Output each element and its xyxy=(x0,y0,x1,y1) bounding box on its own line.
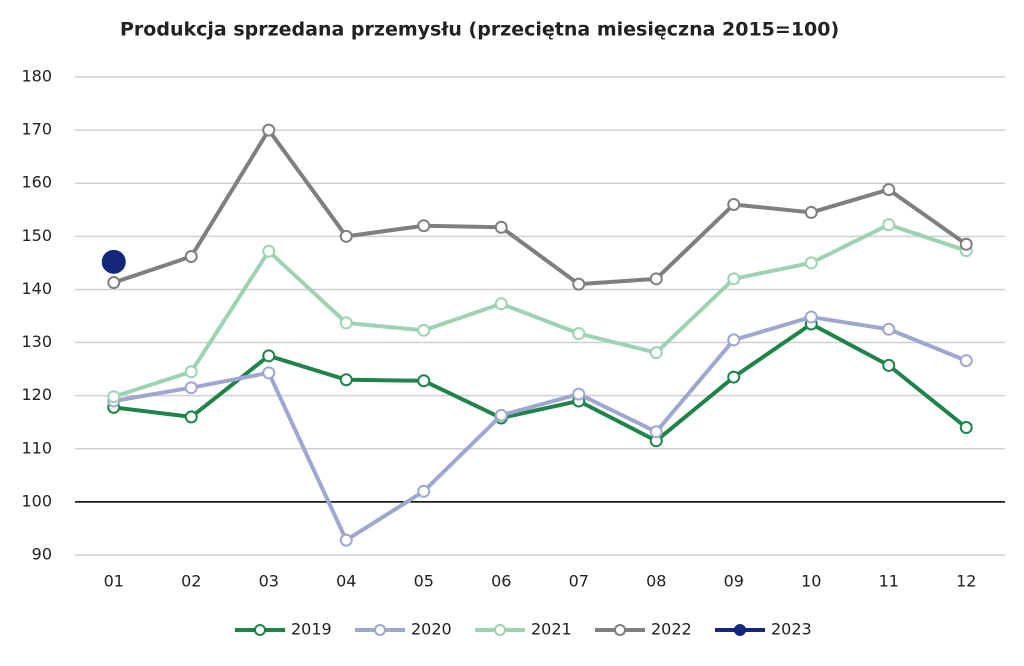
x-tick-label: 08 xyxy=(646,572,666,591)
legend-marker xyxy=(254,624,266,636)
legend-label: 2023 xyxy=(771,620,812,639)
point-marker xyxy=(107,276,121,290)
point-marker xyxy=(804,205,818,219)
y-tick-label: 160 xyxy=(21,173,52,192)
x-tick-label: 10 xyxy=(801,572,821,591)
legend-label: 2022 xyxy=(651,620,692,639)
point-marker xyxy=(339,316,353,330)
point-marker xyxy=(494,408,508,422)
point-marker xyxy=(339,533,353,547)
point-marker xyxy=(107,390,121,404)
x-tick-label: 12 xyxy=(956,572,976,591)
x-tick-label: 01 xyxy=(104,572,124,591)
series-line xyxy=(113,315,967,543)
point-marker xyxy=(417,323,431,337)
series-line xyxy=(113,222,967,399)
point-marker xyxy=(339,229,353,243)
y-tick-label: 150 xyxy=(21,226,52,245)
x-tick-label: 09 xyxy=(724,572,744,591)
point-marker xyxy=(727,333,741,347)
point-marker xyxy=(494,220,508,234)
point-marker xyxy=(727,272,741,286)
point-marker xyxy=(882,183,896,197)
x-tick-label: 06 xyxy=(491,572,511,591)
y-tick-label: 90 xyxy=(32,545,52,564)
point-marker xyxy=(572,277,586,291)
chart-title: Produkcja sprzedana przemysłu (przeciętn… xyxy=(120,19,839,41)
legend-marker xyxy=(374,624,386,636)
point-marker xyxy=(262,244,276,258)
point-marker xyxy=(959,354,973,368)
point-marker xyxy=(804,310,818,324)
point-marker xyxy=(959,237,973,251)
legend-marker xyxy=(614,624,626,636)
point-marker xyxy=(417,219,431,233)
point-marker xyxy=(649,272,663,286)
point-marker xyxy=(649,346,663,360)
point-marker xyxy=(959,421,973,435)
point-marker xyxy=(494,297,508,311)
x-tick-label: 11 xyxy=(879,572,899,591)
point-marker xyxy=(184,381,198,395)
x-tick-label: 05 xyxy=(414,572,434,591)
point-marker xyxy=(262,123,276,137)
point-marker xyxy=(727,370,741,384)
point-marker xyxy=(649,425,663,439)
legend-label: 2020 xyxy=(411,620,452,639)
point-marker xyxy=(882,218,896,232)
point-marker xyxy=(572,327,586,341)
y-tick-label: 100 xyxy=(21,491,52,510)
point-marker xyxy=(882,322,896,336)
point-marker xyxy=(101,249,126,274)
point-marker xyxy=(727,197,741,211)
y-tick-label: 120 xyxy=(21,385,52,404)
legend-label: 2019 xyxy=(291,620,332,639)
point-marker xyxy=(184,365,198,379)
point-marker xyxy=(339,373,353,387)
point-marker xyxy=(804,256,818,270)
point-marker xyxy=(262,349,276,363)
x-tick-label: 03 xyxy=(259,572,279,591)
x-tick-label: 02 xyxy=(181,572,201,591)
y-tick-label: 110 xyxy=(21,438,52,457)
y-tick-label: 170 xyxy=(21,120,52,139)
legend-marker xyxy=(494,624,506,636)
point-marker xyxy=(262,366,276,380)
point-marker xyxy=(184,250,198,264)
point-marker xyxy=(417,374,431,388)
legend-marker xyxy=(734,624,746,636)
point-marker xyxy=(417,484,431,498)
x-tick-label: 07 xyxy=(569,572,589,591)
y-tick-label: 140 xyxy=(21,279,52,298)
point-marker xyxy=(572,387,586,401)
y-tick-label: 130 xyxy=(21,332,52,351)
series-line xyxy=(113,128,968,287)
point-marker xyxy=(882,358,896,372)
y-tick-label: 180 xyxy=(21,67,52,86)
legend-label: 2021 xyxy=(531,620,572,639)
x-tick-label: 04 xyxy=(336,572,356,591)
series-line xyxy=(113,321,968,443)
point-marker xyxy=(184,410,198,424)
